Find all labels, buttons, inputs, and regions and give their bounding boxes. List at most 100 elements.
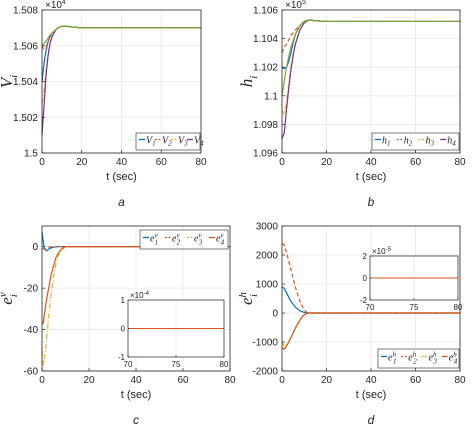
legend-entry: eh 1 bbox=[388, 351, 396, 366]
panel-caption: c bbox=[133, 413, 139, 427]
legend-name: e bbox=[172, 234, 177, 245]
y-label-main: e bbox=[237, 297, 256, 305]
y-tick-label: 2000 bbox=[256, 251, 279, 262]
x-tick-label: 0 bbox=[39, 157, 45, 168]
y-tick-label: -2000 bbox=[252, 367, 278, 378]
legend-sup: v bbox=[198, 232, 202, 240]
exponent-power: 5 bbox=[302, 0, 306, 6]
legend-entry: eh 2 bbox=[408, 351, 417, 366]
legend-entry: h3 bbox=[426, 136, 435, 148]
legend-sup: h bbox=[433, 351, 437, 359]
exponent-base: ×10 bbox=[45, 0, 62, 11]
inset-exponent-power: -5 bbox=[386, 247, 392, 253]
y-label-main: V bbox=[0, 75, 16, 88]
x-tick-label: 40 bbox=[365, 157, 377, 168]
inset-exponent-label: ×10-5 bbox=[372, 247, 392, 256]
x-axis-label: t (sec) bbox=[106, 171, 137, 183]
legend-box bbox=[377, 348, 460, 369]
x-tick-label: 20 bbox=[83, 375, 95, 386]
y-tick-label: 3000 bbox=[256, 222, 279, 233]
x-tick-label: 20 bbox=[321, 375, 333, 386]
inset-plot: 70 75 80 -2 0 2 ×10-5 bbox=[360, 247, 463, 312]
x-tick-label: 20 bbox=[76, 157, 88, 168]
legend-name: h bbox=[404, 136, 409, 147]
y-label-sub: i bbox=[248, 294, 260, 297]
y-label-main: h bbox=[237, 79, 256, 88]
inset-exponent-base: ×10 bbox=[130, 291, 144, 300]
panel-caption: d bbox=[368, 413, 375, 427]
y-axis-label: ehi bbox=[237, 291, 260, 305]
legend-name: V bbox=[178, 136, 186, 147]
legend-sup: h bbox=[453, 351, 457, 359]
legend-sub: 3 bbox=[432, 358, 437, 366]
legend-name: V bbox=[146, 136, 154, 147]
x-tick-label: 80 bbox=[454, 375, 466, 386]
legend-sub: 4 bbox=[221, 239, 225, 247]
inset-y-tick-label: -1 bbox=[118, 353, 126, 362]
x-axis-label: t (sec) bbox=[121, 389, 152, 401]
x-tick-label: 40 bbox=[116, 157, 128, 168]
series-line-b-extra bbox=[281, 19, 460, 96]
x-tick-label: 60 bbox=[410, 157, 422, 168]
legend-entry: eh 4 bbox=[449, 351, 458, 366]
legend-name: V bbox=[162, 136, 170, 147]
exponent-base: ×10 bbox=[285, 0, 302, 11]
inset-x-tick-label: 75 bbox=[172, 360, 181, 369]
y-tick-label: -1000 bbox=[252, 338, 278, 349]
y-label-main: e bbox=[0, 297, 16, 305]
inset-x-tick-label: 80 bbox=[454, 303, 463, 312]
inset-y-tick-label: 2 bbox=[363, 252, 368, 261]
legend-name: e bbox=[408, 353, 413, 364]
y-tick-label: 1.5 bbox=[24, 149, 38, 160]
x-tick-label: 60 bbox=[410, 375, 422, 386]
legend-sub: 1 bbox=[152, 140, 156, 148]
legend-sub: 1 bbox=[393, 358, 397, 366]
y-label-sub: i bbox=[8, 294, 20, 297]
series-group bbox=[281, 19, 460, 139]
legend-sup: v bbox=[154, 232, 158, 240]
legend-name: e bbox=[388, 353, 393, 364]
y-label-sub: i bbox=[8, 75, 20, 78]
y-axis-label: Vi bbox=[0, 75, 20, 88]
y-tick-label: 1.102 bbox=[253, 63, 278, 74]
x-tick-label: 80 bbox=[454, 157, 466, 168]
legend-sub: 4 bbox=[200, 140, 204, 148]
legend-entry: V1 bbox=[146, 136, 156, 148]
inset-y-tick-label: 1 bbox=[121, 296, 126, 305]
series-line-c-4 bbox=[42, 246, 230, 324]
series-line-d-2 bbox=[281, 242, 460, 314]
inset-plot: 70 75 80 -1 0 1 ×10-4 bbox=[118, 291, 229, 369]
y-tick-label: 1.104 bbox=[253, 34, 278, 45]
legend-entry: h4 bbox=[447, 136, 456, 148]
y-label-sub: i bbox=[248, 76, 260, 79]
x-axis-label: t (sec) bbox=[356, 389, 387, 401]
y-tick-label: 1.502 bbox=[13, 113, 38, 124]
inset-y-tick-label: 0 bbox=[121, 325, 126, 334]
inset-exponent-base: ×10 bbox=[372, 247, 386, 256]
legend-box bbox=[371, 132, 460, 151]
legend-sub: 2 bbox=[177, 239, 181, 247]
legend-name: e bbox=[216, 234, 221, 245]
legend: ev 1 ev 2 ev 3 ev 4 bbox=[139, 229, 229, 250]
series-line-d-4 bbox=[281, 312, 460, 350]
inset-exponent-label: ×10-4 bbox=[130, 291, 150, 300]
inset-x-tick-label: 80 bbox=[220, 360, 229, 369]
legend-entry: h1 bbox=[382, 136, 391, 148]
legend-sub: 4 bbox=[452, 140, 456, 148]
y-tick-label: 0 bbox=[272, 309, 278, 320]
panel-caption: a bbox=[118, 195, 125, 209]
y-tick-label: 1.098 bbox=[253, 120, 278, 131]
inset-x-tick-label: 70 bbox=[124, 360, 133, 369]
panel-caption: b bbox=[368, 195, 375, 209]
legend-entry: V2 bbox=[162, 136, 172, 148]
legend-entry: h2 bbox=[404, 136, 413, 148]
legend-entry: V4 bbox=[194, 136, 204, 148]
series-group bbox=[41, 25, 201, 136]
y-tick-label: 1.106 bbox=[253, 6, 278, 17]
legend-sup: h bbox=[413, 351, 417, 359]
x-tick-label: 60 bbox=[156, 157, 168, 168]
series-group bbox=[281, 242, 460, 350]
legend-sup: v bbox=[176, 232, 180, 240]
legend-name: e bbox=[429, 353, 434, 364]
